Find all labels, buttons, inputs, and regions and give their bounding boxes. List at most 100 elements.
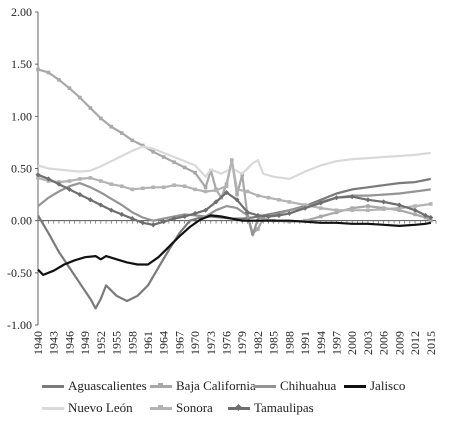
- x-tick-label: 1988: [282, 331, 296, 355]
- data-point-sonora: [245, 189, 250, 194]
- legend-label-nuevo-leon: Nuevo León: [68, 400, 133, 415]
- data-point-sonora: [130, 187, 135, 192]
- y-tick-label: 2.00: [11, 5, 32, 19]
- data-point-baja-california: [350, 206, 355, 210]
- data-point-baja-california: [366, 204, 370, 208]
- data-point-sonora: [99, 179, 103, 183]
- data-point-baja-california: [182, 165, 187, 170]
- legend-label-chihuahua: Chihuahua: [280, 378, 337, 393]
- data-point-tamaulipas: [223, 189, 230, 196]
- x-tick-label: 1991: [298, 331, 312, 355]
- chart-legend: Aguascalientes Baja California Chihuahua…: [0, 376, 450, 421]
- data-point-tamaulipas: [140, 220, 146, 226]
- data-point-sonora: [229, 158, 234, 162]
- x-tick-label: 2006: [377, 331, 391, 355]
- legend-item-aguascalientes: Aguascalientes: [42, 378, 147, 394]
- x-tick-label: 1967: [172, 331, 186, 355]
- data-point-baja-california: [428, 218, 433, 223]
- x-tick-label: 1955: [110, 331, 124, 355]
- x-tick-label: 1973: [204, 331, 218, 355]
- data-point-baja-california: [109, 124, 114, 129]
- legend-marker: [234, 403, 243, 411]
- data-point-baja-california: [172, 160, 176, 165]
- legend-swatch-chihuahua: [254, 384, 276, 388]
- x-tick-label: 1970: [188, 331, 202, 355]
- y-tick-label: 1.50: [11, 57, 32, 71]
- data-point-tamaulipas: [87, 197, 93, 203]
- data-point-tamaulipas: [381, 199, 387, 205]
- data-point-tamaulipas: [234, 197, 240, 203]
- data-point-baja-california: [235, 192, 239, 197]
- x-tick-label: 1982: [251, 331, 265, 355]
- data-point-tamaulipas: [35, 172, 41, 178]
- x-tick-label: 1946: [62, 331, 76, 355]
- x-tick-label: 1976: [220, 331, 234, 355]
- data-point-tamaulipas: [265, 213, 271, 220]
- legend-swatch-aguascalientes: [42, 384, 64, 388]
- legend-label-baja-california: Baja California: [176, 378, 256, 393]
- data-point-baja-california: [151, 150, 156, 154]
- legend-item-sonora: Sonora: [150, 400, 213, 416]
- legend-swatch-sonora: [150, 404, 172, 410]
- data-point-baja-california: [397, 208, 402, 213]
- data-point-baja-california: [261, 216, 265, 221]
- x-tick-label: 1952: [94, 331, 108, 355]
- data-point-sonora: [36, 176, 40, 180]
- data-point-baja-california: [36, 67, 40, 72]
- x-tick-label: 1943: [47, 331, 61, 355]
- legend-swatch-jalisco: [344, 384, 366, 388]
- data-point-sonora: [277, 198, 281, 202]
- x-tick-label: 2009: [392, 331, 406, 355]
- data-point-sonora: [224, 184, 229, 189]
- data-point-sonora: [303, 203, 307, 207]
- x-tick-label: 1958: [125, 331, 139, 355]
- legend-item-jalisco: Jalisco: [344, 378, 405, 394]
- data-point-tamaulipas: [56, 181, 62, 187]
- data-point-baja-california: [318, 214, 323, 219]
- y-tick-label: 0.00: [11, 214, 32, 228]
- data-point-tamaulipas: [396, 202, 402, 208]
- data-point-sonora: [235, 187, 239, 192]
- data-point-sonora: [161, 185, 166, 190]
- data-point-tamaulipas: [161, 219, 167, 225]
- data-point-tamaulipas: [182, 213, 188, 220]
- y-tick-label: -1.00: [7, 318, 32, 332]
- data-point-sonora: [119, 184, 124, 189]
- data-point-baja-california: [88, 106, 93, 110]
- data-point-sonora: [88, 176, 93, 180]
- data-point-sonora: [350, 208, 355, 213]
- data-point-sonora: [203, 189, 208, 194]
- data-point-tamaulipas: [150, 222, 156, 228]
- legend-label-sonora: Sonora: [176, 400, 213, 415]
- data-point-baja-california: [119, 131, 124, 135]
- x-tick-label: 1964: [157, 331, 171, 355]
- data-point-sonora: [287, 200, 292, 204]
- data-point-sonora: [397, 206, 402, 210]
- legend-item-tamaulipas: Tamaulipas: [228, 400, 314, 416]
- data-point-sonora: [182, 184, 187, 189]
- legend-label-jalisco: Jalisco: [370, 378, 406, 393]
- data-point-tamaulipas: [255, 212, 261, 218]
- data-point-baja-california: [130, 138, 135, 143]
- data-point-sonora: [109, 182, 114, 186]
- data-point-tamaulipas: [422, 212, 429, 218]
- x-tick-label: 1994: [314, 331, 328, 355]
- data-point-tamaulipas: [333, 195, 340, 201]
- data-point-tamaulipas: [365, 197, 371, 203]
- x-tick-label: 1961: [141, 331, 155, 355]
- data-point-sonora: [214, 188, 218, 193]
- legend-item-chihuahua: Chihuahua: [254, 378, 336, 394]
- x-tick-label: 1997: [330, 331, 344, 355]
- series-line-jalisco: [37, 214, 432, 276]
- legend-swatch-tamaulipas: [228, 403, 250, 411]
- x-tick-label: 2015: [424, 331, 438, 355]
- data-point-sonora: [67, 179, 72, 183]
- data-point-sonora: [78, 177, 82, 181]
- data-point-tamaulipas: [171, 216, 177, 222]
- data-point-sonora: [428, 202, 433, 206]
- x-tick-label: 2012: [408, 331, 422, 355]
- legend-swatch-baja-california: [150, 382, 172, 388]
- x-tick-label: 1985: [267, 331, 281, 355]
